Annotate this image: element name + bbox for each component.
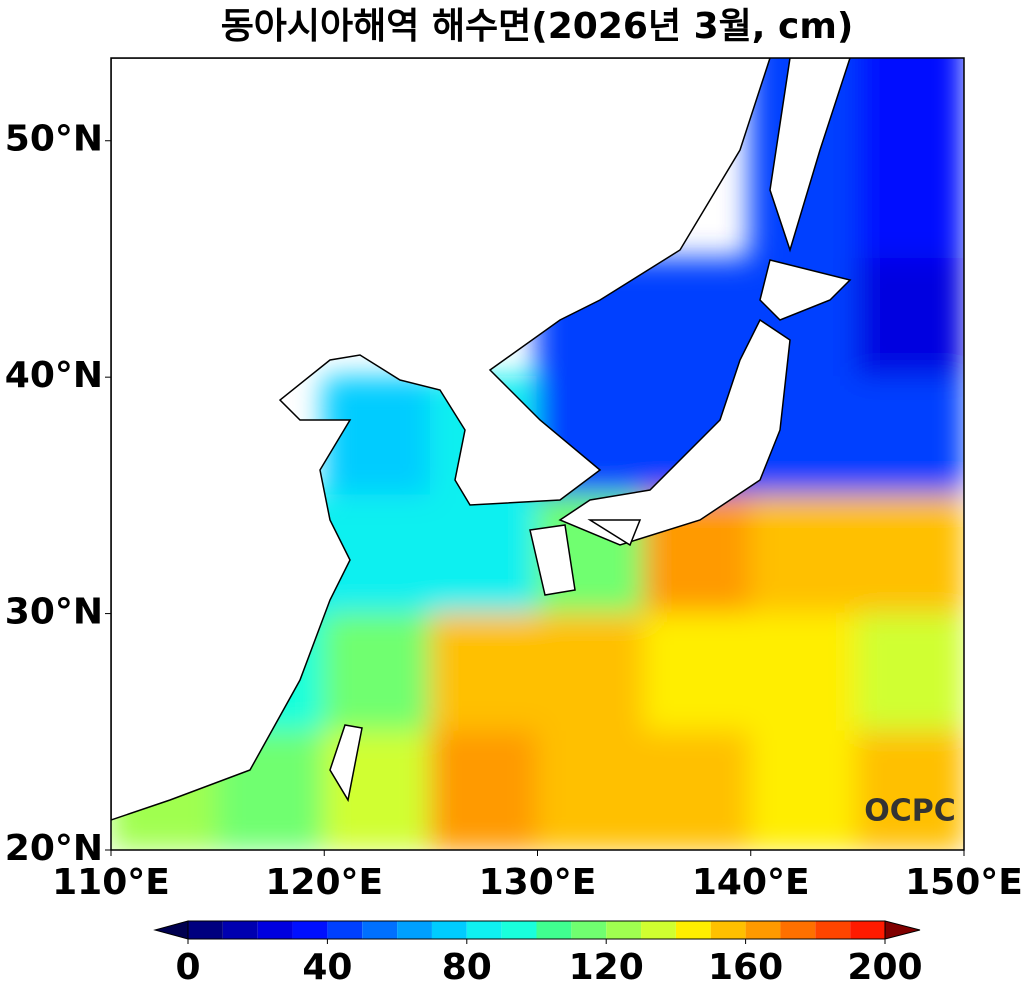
colorbar-bin xyxy=(257,921,293,939)
colorbar-tick-label: 40 xyxy=(302,947,352,988)
field-cell xyxy=(429,612,539,733)
colorbar-bin xyxy=(362,921,398,939)
x-tick-label: 130°E xyxy=(479,862,597,903)
shikoku xyxy=(587,519,642,547)
y-tick-label: 20°N xyxy=(5,828,103,869)
field-cell xyxy=(536,730,646,850)
y-tick-label: 30°N xyxy=(5,592,103,633)
honshu xyxy=(558,318,791,546)
colorbar-tick-label: 0 xyxy=(175,947,200,988)
colorbar-bin xyxy=(675,921,711,939)
colorbar-bin xyxy=(188,921,223,939)
hokkaido xyxy=(759,259,852,321)
colorbar-bin xyxy=(710,921,746,939)
field-cell xyxy=(856,257,964,379)
field-cell xyxy=(429,494,539,615)
colorbar-bin xyxy=(222,921,258,939)
field-cell xyxy=(856,139,964,260)
field-cell xyxy=(643,257,752,379)
colorbar-bin xyxy=(571,921,607,939)
colorbar-under xyxy=(153,920,189,940)
colorbar-bin xyxy=(745,921,781,939)
field-cell xyxy=(856,494,964,615)
colorbar-over xyxy=(884,920,921,940)
field-cell xyxy=(749,494,859,615)
colorbar-frame xyxy=(187,920,886,940)
watermark: OCPC xyxy=(864,794,956,829)
colorbar-bin xyxy=(466,921,502,939)
field-cell xyxy=(749,612,859,733)
field-cell xyxy=(856,58,964,142)
field-cell xyxy=(323,612,432,733)
colorbar-bin xyxy=(501,921,537,939)
colorbar-bin xyxy=(815,921,851,939)
colorbar-tick-label: 120 xyxy=(569,947,644,988)
field-cell xyxy=(643,730,752,850)
x-tick-label: 140°E xyxy=(692,862,810,903)
field-cell xyxy=(856,730,964,850)
y-tick-label: 40°N xyxy=(5,355,103,396)
field-cell xyxy=(856,612,964,733)
y-tick-label: 50°N xyxy=(5,119,103,160)
field-cell xyxy=(323,376,432,497)
colorbar-tick-label: 160 xyxy=(708,947,783,988)
colorbar-bin xyxy=(536,921,572,939)
colorbar-bin xyxy=(780,921,816,939)
land xyxy=(111,58,852,821)
colorbar-bin xyxy=(850,921,885,939)
colorbar-bin xyxy=(292,921,328,939)
x-tick-label: 150°E xyxy=(905,862,1023,903)
colorbar-tick-label: 200 xyxy=(847,947,922,988)
sakhalin xyxy=(769,58,851,253)
x-tick-label: 110°E xyxy=(52,862,170,903)
colorbar-bin xyxy=(431,921,467,939)
field-cell xyxy=(429,730,539,850)
colorbar-bin xyxy=(641,921,676,939)
colorbar-bin xyxy=(606,921,642,939)
x-tick-label: 120°E xyxy=(265,862,383,903)
colorbar-bin xyxy=(397,921,432,939)
field-cell xyxy=(643,612,752,733)
field xyxy=(111,58,964,850)
taiwan xyxy=(329,724,363,803)
colorbar-tick-label: 80 xyxy=(442,947,492,988)
kyushu xyxy=(529,524,576,596)
chart-title: 동아시아해역 해수면(2026년 3월, cm) xyxy=(221,6,854,47)
field-cell xyxy=(749,730,859,850)
field-cell xyxy=(856,376,964,497)
colorbar-bin xyxy=(327,921,363,939)
mainland xyxy=(111,58,771,821)
field-cell xyxy=(536,612,646,733)
